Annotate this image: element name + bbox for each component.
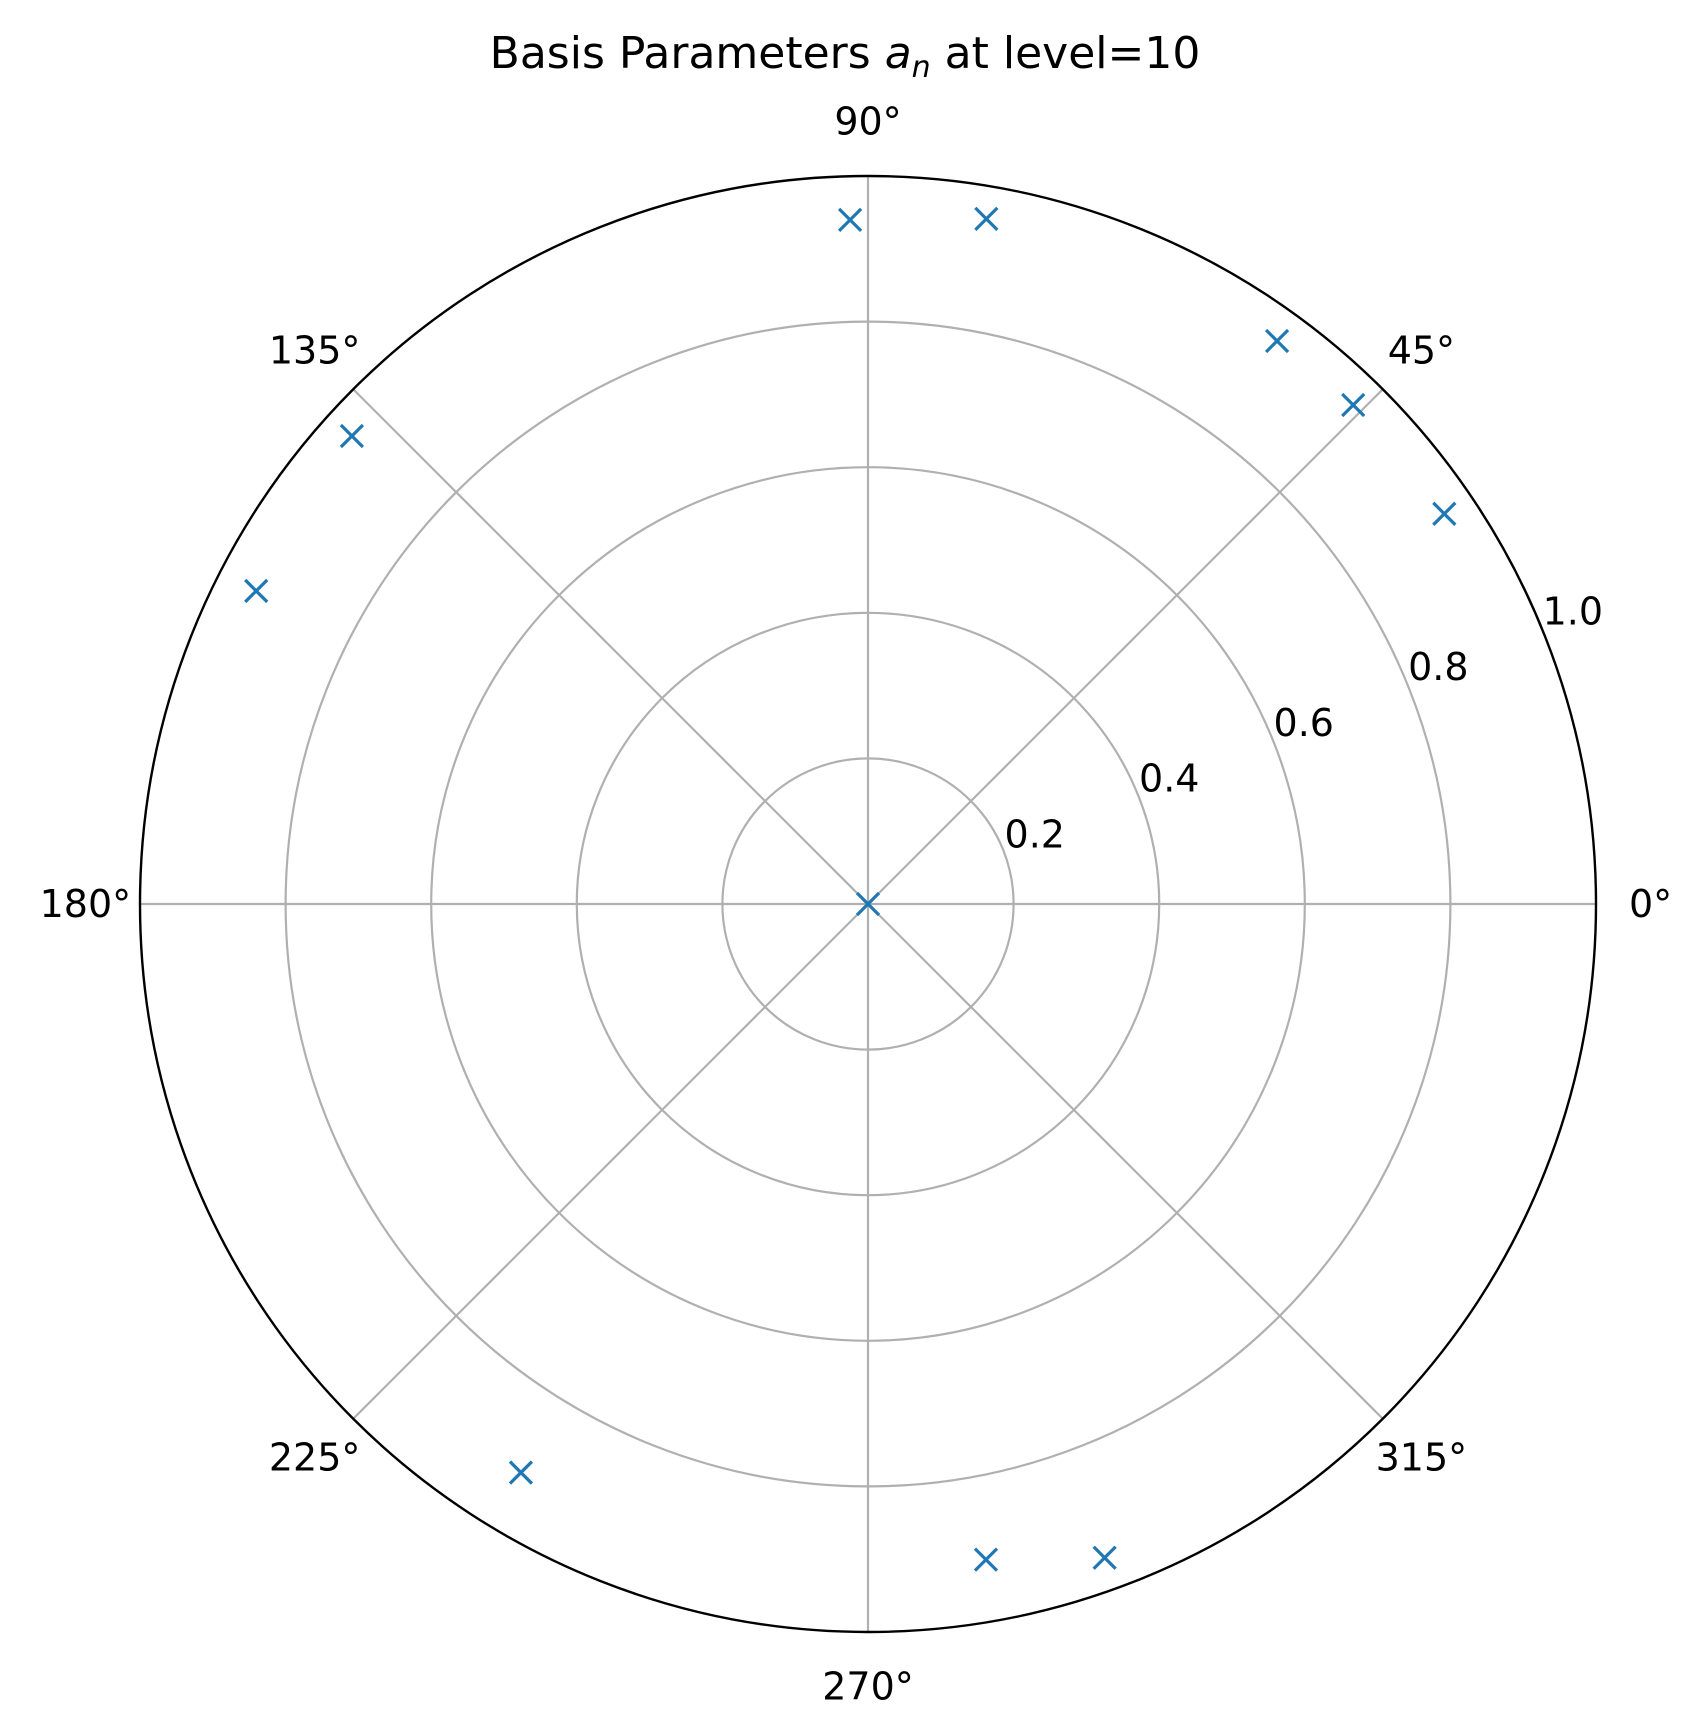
data-point-marker (1432, 501, 1457, 526)
data-point-marker (837, 207, 863, 233)
angle-tick-label: 0° (1629, 882, 1672, 926)
angle-tick-label: 225° (269, 1435, 361, 1479)
title-subscript: n (912, 50, 931, 85)
angular-gridline-1 (867, 388, 1384, 905)
title-suffix: at level=10 (931, 28, 1201, 79)
data-point-marker (973, 1547, 999, 1572)
angle-tick-label: 135° (269, 329, 361, 373)
angle-tick-label: 180° (40, 882, 132, 926)
angular-gridline-5 (352, 903, 869, 1420)
data-point-marker (974, 206, 999, 232)
angle-tick-label: 90° (834, 99, 901, 143)
title-prefix: Basis Parameters (490, 28, 885, 79)
angle-tick-label: 315° (1376, 1435, 1468, 1479)
radial-tick-label: 1.0 (1543, 589, 1603, 633)
data-points (244, 206, 1457, 1572)
radial-tick-label: 0.2 (1005, 812, 1065, 856)
data-point-marker (855, 891, 881, 917)
data-point-marker (1264, 328, 1290, 354)
data-point-marker (339, 423, 365, 449)
angular-gridline-7 (867, 903, 1384, 1420)
data-point-marker (1092, 1545, 1117, 1570)
data-point-marker (1341, 392, 1366, 418)
polar-spine (138, 174, 1598, 1634)
angle-tick-label: 270° (822, 1665, 914, 1709)
radial-tick-label: 0.8 (1408, 645, 1468, 689)
grid (140, 176, 1596, 1632)
data-point-marker (244, 578, 269, 604)
tick-labels: 0° 45° 90° 135° 180° 225° 270° 315° 0.2 0.4 0.6 0.8… (40, 99, 1673, 1708)
radial-tick-label: 0.4 (1139, 757, 1199, 801)
data-point-marker (508, 1460, 534, 1485)
angle-tick-label: 45° (1388, 329, 1455, 373)
angular-gridline-3 (352, 388, 869, 905)
title-symbol: a (885, 28, 912, 79)
radial-tick-label: 0.6 (1274, 701, 1334, 745)
chart-title: Basis Parameters an at level=10 (490, 28, 1201, 85)
